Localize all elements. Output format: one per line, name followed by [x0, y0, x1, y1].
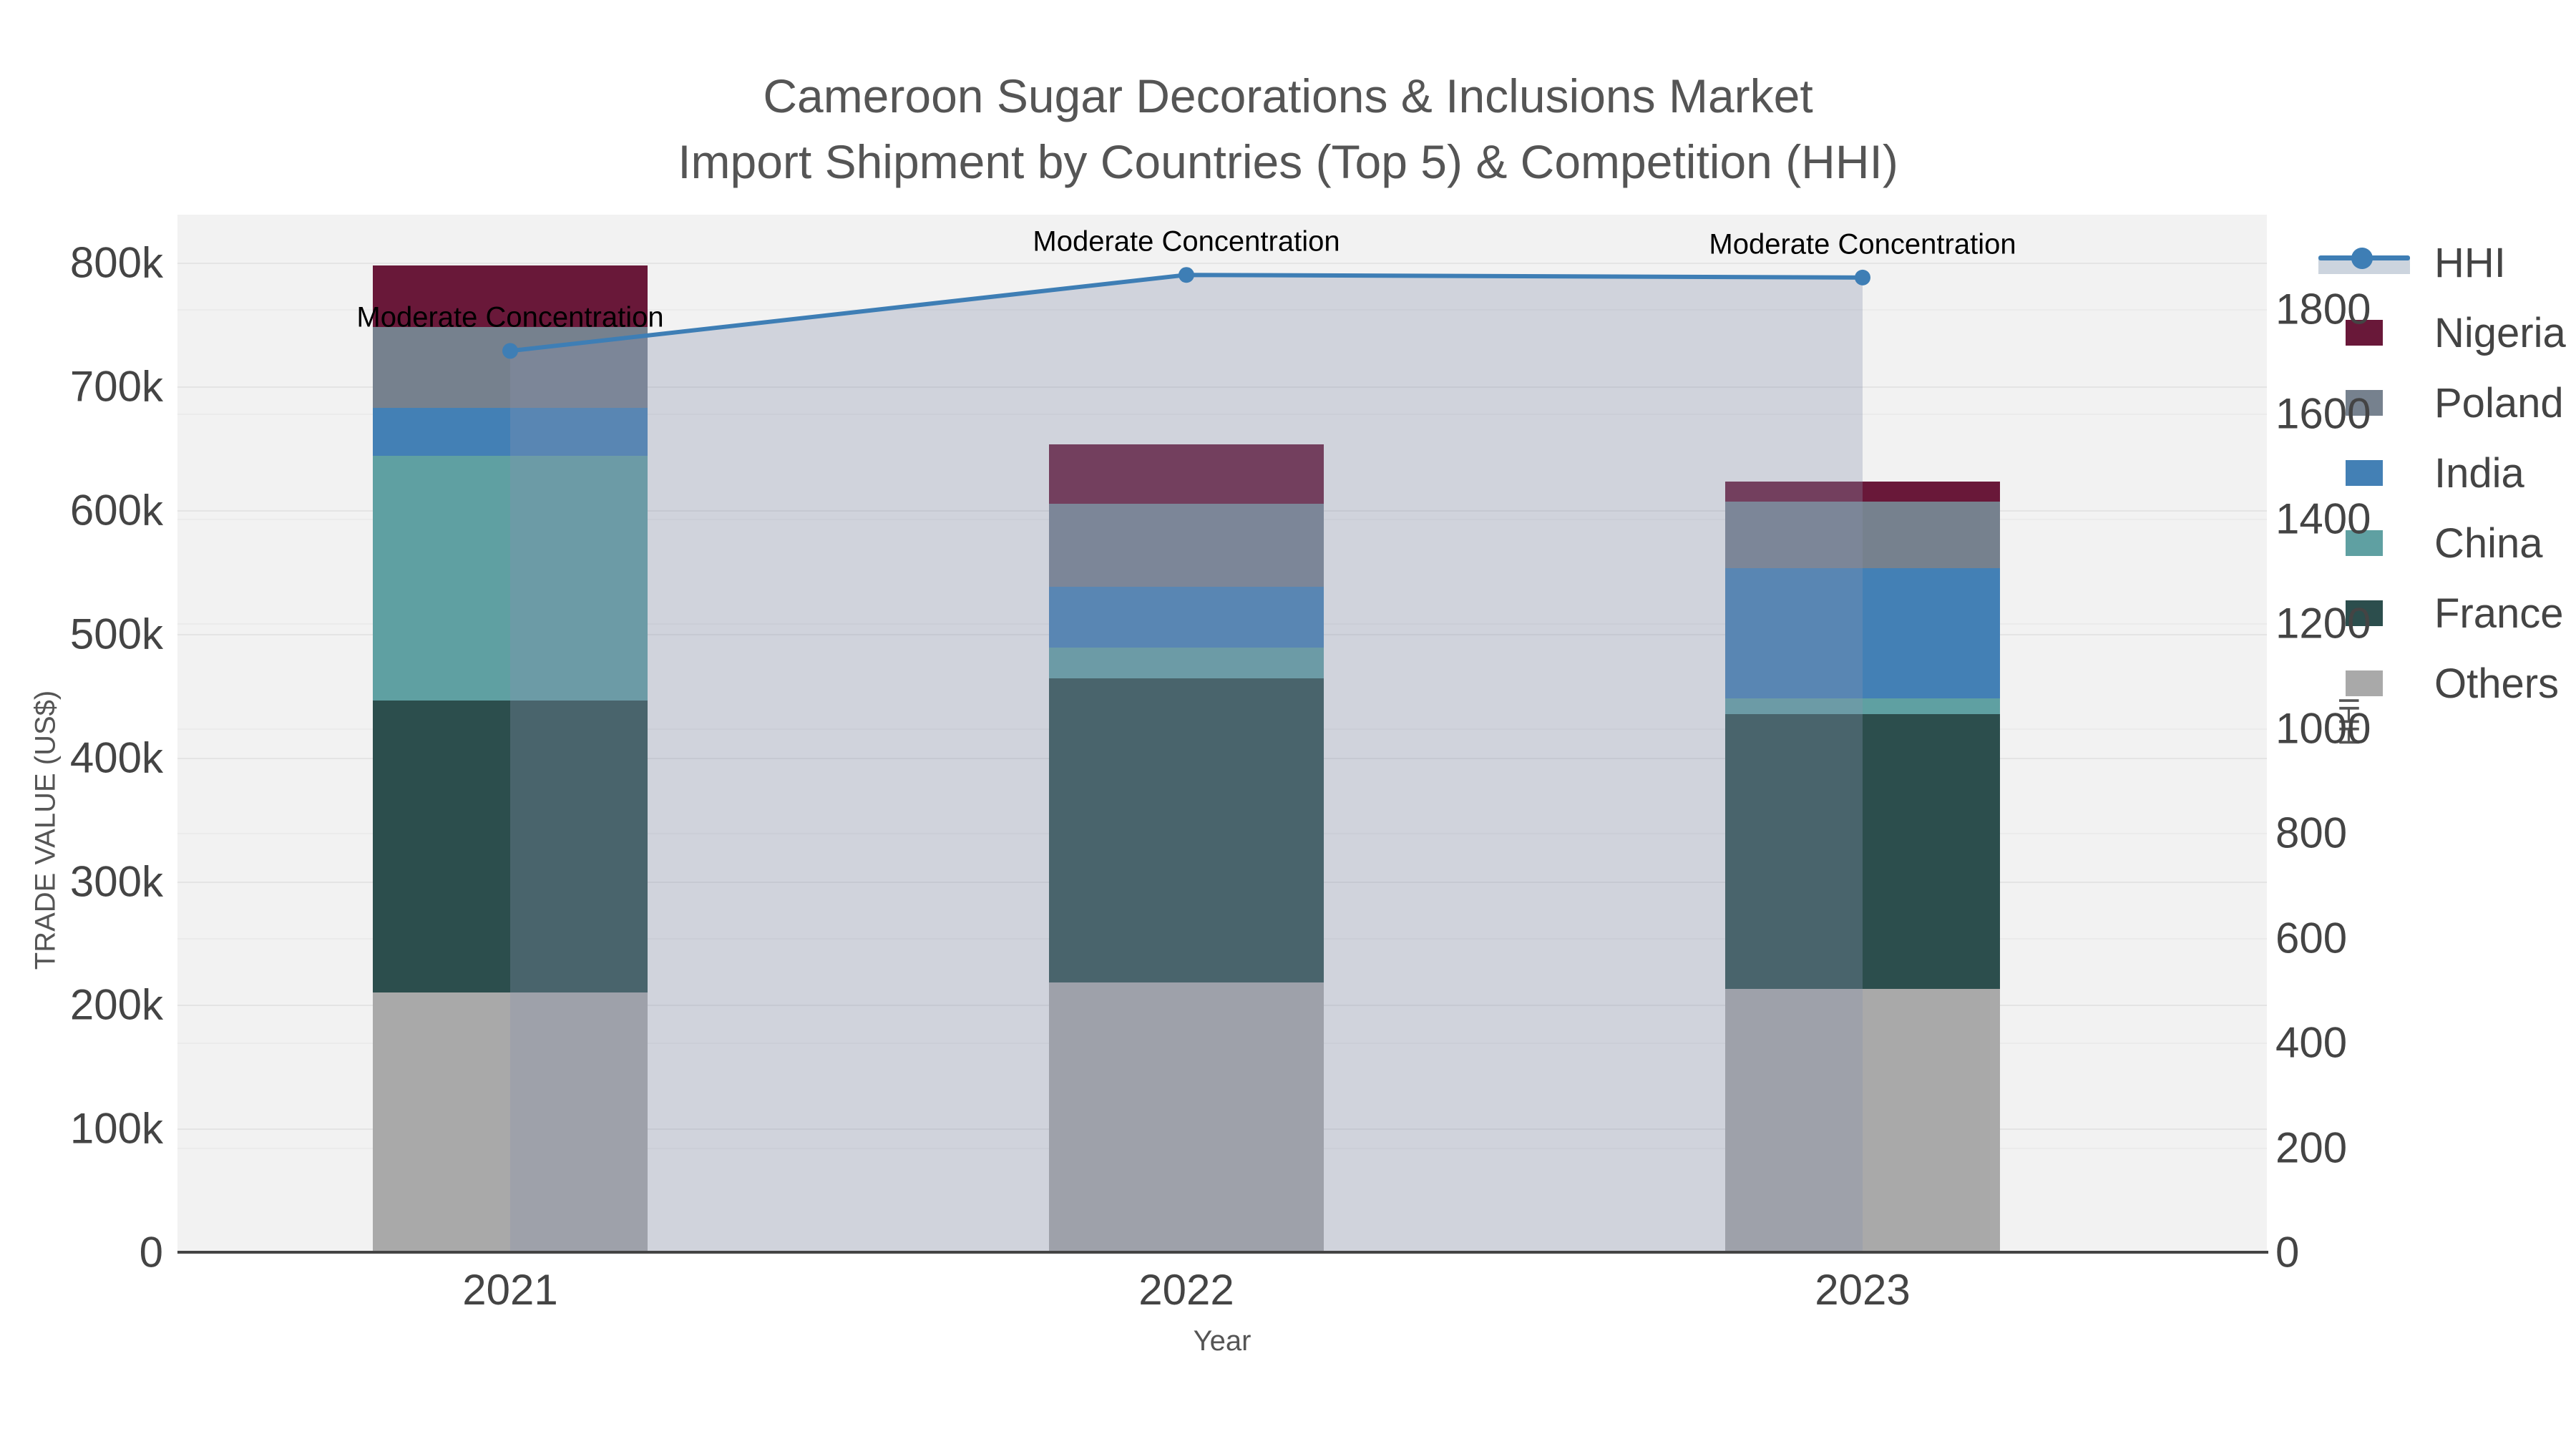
y2tick-1200: 1200 [2275, 599, 2371, 648]
legend-item-others[interactable]: Others [2318, 648, 2566, 718]
chart-title-line1: Cameroon Sugar Decorations & Inclusions … [763, 69, 1813, 122]
hhi-legend-line-icon [2318, 248, 2410, 275]
ytick-0: 0 [139, 1228, 163, 1277]
bar-segment-france-2022[interactable] [1049, 678, 1324, 983]
y2tick-1400: 1400 [2275, 494, 2371, 543]
bar-segment-china-2022[interactable] [1049, 647, 1324, 679]
legend-label-china: China [2434, 519, 2543, 567]
annotation-2021: Moderate Concentration [356, 301, 664, 333]
bar-segment-india-2022[interactable] [1049, 587, 1324, 648]
legend-label-france: France [2434, 590, 2564, 637]
legend-swatch-india [2346, 460, 2383, 486]
x-axis-title: Year [1193, 1325, 1252, 1357]
annotation-2022: Moderate Concentration [1033, 225, 1340, 258]
chart-title-line2: Import Shipment by Countries (Top 5) & C… [678, 135, 1898, 188]
y2tick-800: 800 [2275, 809, 2348, 857]
ytick-300k: 300k [69, 857, 163, 906]
bar-segment-others-2022[interactable] [1049, 982, 1324, 1252]
x-axis-line [177, 1251, 2268, 1254]
xtick-2021: 2021 [462, 1266, 558, 1314]
ytick-500k: 500k [69, 610, 163, 658]
ytick-700k: 700k [69, 362, 163, 411]
ytick-100k: 100k [69, 1104, 163, 1153]
bar-segment-india-2023[interactable] [1725, 568, 2000, 698]
y2tick-1800: 1800 [2275, 285, 2371, 333]
legend-swatch-poland [2346, 390, 2383, 416]
legend-label-poland: Poland [2434, 379, 2564, 426]
legend-label-others: Others [2434, 660, 2560, 707]
legend-item-india[interactable]: India [2318, 438, 2566, 508]
legend-label-hhi: HHI [2434, 239, 2506, 286]
hhi-marker-2022[interactable] [1179, 267, 1194, 283]
legend-swatch-nigeria [2346, 320, 2383, 346]
gridline-hhi-1600 [177, 414, 2267, 416]
legend-label-nigeria: Nigeria [2434, 309, 2566, 356]
bar-segment-poland-2022[interactable] [1049, 504, 1324, 587]
y2tick-200: 200 [2275, 1123, 2348, 1172]
y2tick-1600: 1600 [2275, 389, 2371, 438]
bar-segment-poland-2023[interactable] [1725, 501, 2000, 569]
legend: HHI Nigeria Poland India China France Others [2318, 228, 2566, 718]
ytick-400k: 400k [69, 733, 163, 782]
legend-item-poland[interactable]: Poland [2318, 368, 2566, 438]
y2tick-1000: 1000 [2275, 704, 2371, 753]
bar-segment-france-2021[interactable] [373, 701, 648, 993]
y2tick-400: 400 [2275, 1018, 2348, 1067]
legend-label-india: India [2434, 449, 2524, 497]
annotation-2023: Moderate Concentration [1709, 228, 2016, 260]
legend-item-hhi[interactable]: HHI [2318, 228, 2566, 298]
hhi-line [509, 273, 1863, 353]
legend-swatch-china [2346, 530, 2383, 556]
legend-item-china[interactable]: China [2318, 508, 2566, 578]
hhi-legend-dot [2351, 248, 2373, 269]
ytick-600k: 600k [69, 486, 163, 535]
y2tick-0: 0 [2275, 1228, 2300, 1277]
bar-segment-china-2021[interactable] [373, 456, 648, 701]
legend-swatch-france [2346, 600, 2383, 626]
bar-segment-others-2023[interactable] [1725, 988, 2000, 1252]
legend-item-france[interactable]: France [2318, 578, 2566, 648]
gridline-800k [177, 263, 2267, 265]
chart-title: Cameroon Sugar Decorations & Inclusions … [0, 63, 2576, 195]
bar-segment-poland-2021[interactable] [373, 327, 648, 408]
bar-segment-nigeria-2023[interactable] [1725, 482, 2000, 502]
xtick-2023: 2023 [1815, 1266, 1911, 1314]
plot-area: Moderate Concentration Moderate Concentra… [177, 215, 2267, 1252]
legend-swatch-others [2346, 670, 2383, 696]
ytick-800k: 800k [69, 238, 163, 287]
hhi-marker-2023[interactable] [1855, 269, 1870, 286]
gridline-700k [177, 386, 2267, 389]
y2tick-600: 600 [2275, 914, 2348, 962]
bar-segment-china-2023[interactable] [1725, 698, 2000, 715]
xtick-2022: 2022 [1138, 1266, 1234, 1314]
bar-segment-others-2021[interactable] [373, 992, 648, 1252]
bar-segment-india-2021[interactable] [373, 407, 648, 456]
bar-segment-france-2023[interactable] [1725, 714, 2000, 989]
bar-segment-nigeria-2022[interactable] [1049, 444, 1324, 504]
ytick-200k: 200k [69, 980, 163, 1029]
legend-item-nigeria[interactable]: Nigeria [2318, 298, 2566, 368]
